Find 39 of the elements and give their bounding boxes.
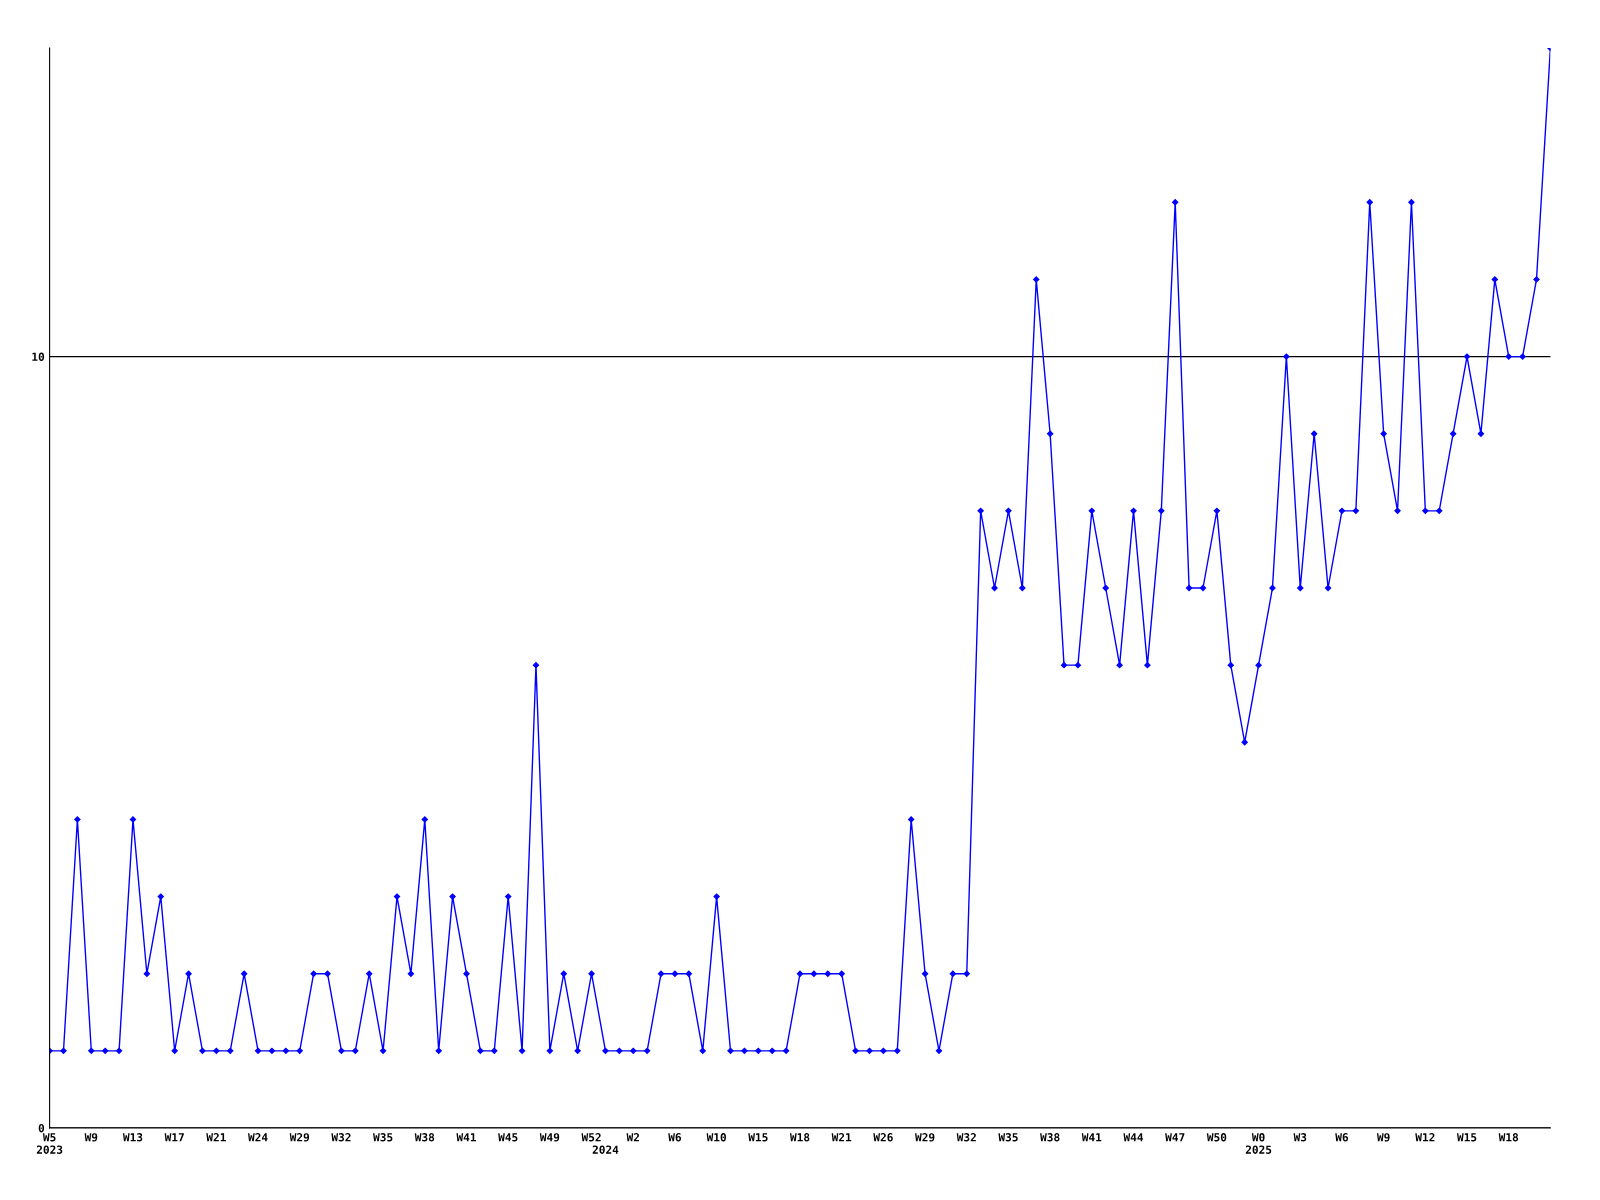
x-tick-label: W0 2025 <box>1245 1133 1272 1154</box>
x-tick-label: W44 <box>1123 1133 1144 1142</box>
x-tick-label: W26 <box>873 1133 893 1142</box>
x-tick-label: W38 <box>414 1133 435 1142</box>
x-tick-label: W50 <box>1206 1133 1227 1142</box>
y-tick-label: 0 <box>38 1123 45 1133</box>
x-tick-label: W21 <box>831 1133 852 1142</box>
x-tick-label: W6 <box>1335 1133 1349 1142</box>
x-tick-label: W15 <box>1456 1133 1477 1142</box>
x-tick-label: W38 <box>1040 1133 1060 1142</box>
x-tick-label: W29 <box>289 1133 310 1142</box>
x-tick-label: W3 <box>1293 1133 1307 1142</box>
x-tick-label: W18 <box>1498 1133 1519 1142</box>
x-tick-label: W45 <box>498 1133 518 1142</box>
x-tick-label: W5 2023 <box>36 1133 63 1154</box>
x-tick-label: W15 <box>748 1133 768 1142</box>
x-tick-label: W12 <box>1415 1133 1435 1142</box>
y-tick-label: 10 <box>32 352 45 361</box>
x-tick-label: W41 <box>456 1133 476 1142</box>
x-tick-label: W18 <box>789 1133 810 1142</box>
x-tick-label: W41 <box>1081 1133 1102 1142</box>
x-tick-label: W21 <box>206 1133 226 1142</box>
x-tick-label: 2024 <box>592 1145 619 1154</box>
x-tick-label: W52 <box>581 1133 601 1142</box>
x-tick-label: W9 <box>84 1133 98 1142</box>
x-tick-label: W17 <box>164 1133 184 1142</box>
x-tick-label: W32 <box>956 1133 976 1142</box>
x-tick-label: W24 <box>248 1133 268 1142</box>
x-tick-label: W35 <box>998 1133 1018 1142</box>
x-tick-label: W9 <box>1376 1133 1390 1142</box>
x-tick-label: W32 <box>331 1133 351 1142</box>
x-tick-label: W49 <box>539 1133 560 1142</box>
x-tick-label: W47 <box>1165 1133 1185 1142</box>
x-tick-label: W13 <box>122 1133 143 1142</box>
x-tick-label: W29 <box>915 1133 935 1142</box>
x-tick-label: W2 <box>626 1133 640 1142</box>
x-tick-label: W10 <box>706 1133 726 1142</box>
x-tick-label: W35 <box>373 1133 393 1142</box>
x-tick-label: W6 <box>668 1133 682 1142</box>
